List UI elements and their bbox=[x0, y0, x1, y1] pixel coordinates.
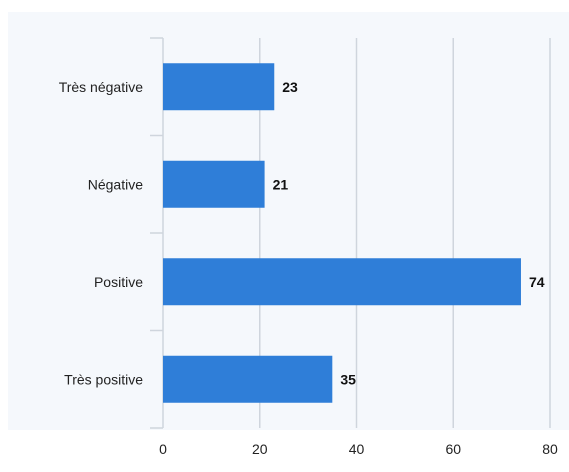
value-label-2: 74 bbox=[529, 274, 545, 290]
category-label-1: Négative bbox=[88, 176, 143, 192]
category-label-0: Très négative bbox=[59, 79, 144, 95]
value-label-1: 21 bbox=[273, 176, 289, 192]
bar-3 bbox=[163, 355, 333, 403]
value-label-3: 35 bbox=[340, 371, 356, 387]
bar-0 bbox=[163, 63, 275, 111]
x-tick-label-80: 80 bbox=[542, 441, 558, 457]
x-tick-label-0: 0 bbox=[159, 441, 167, 457]
x-tick-label-60: 60 bbox=[445, 441, 461, 457]
x-tick-label-20: 20 bbox=[252, 441, 268, 457]
category-label-3: Très positive bbox=[64, 371, 143, 387]
bar-1 bbox=[163, 160, 265, 208]
value-label-0: 23 bbox=[282, 79, 298, 95]
category-label-2: Positive bbox=[94, 274, 143, 290]
bar-2 bbox=[163, 258, 521, 306]
x-tick-label-40: 40 bbox=[349, 441, 365, 457]
